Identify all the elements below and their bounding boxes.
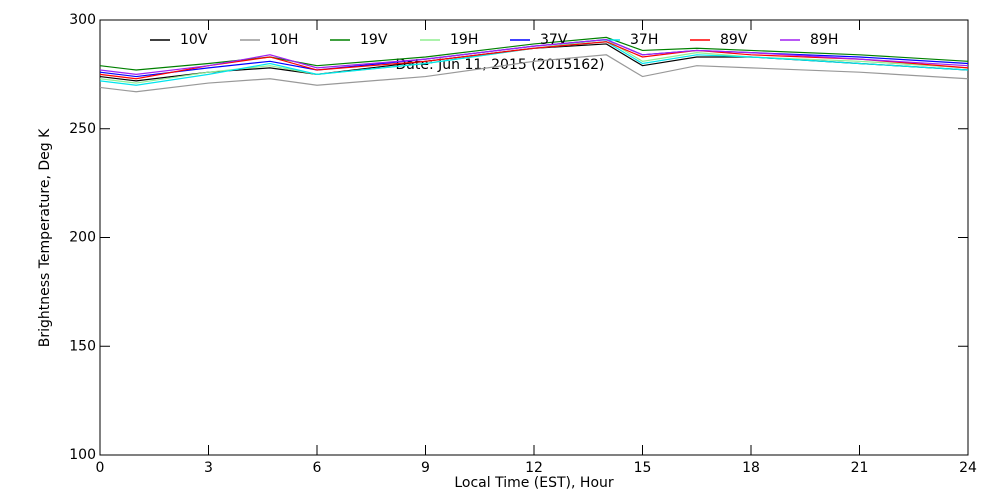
series-line — [99, 54, 969, 93]
y-tick-label: 200 — [69, 230, 96, 246]
y-tick-label: 250 — [69, 121, 96, 137]
x-axis-label: Local Time (EST), Hour — [454, 475, 614, 491]
x-tick-label: 21 — [851, 460, 869, 476]
x-tick-label: 12 — [525, 460, 543, 476]
y-tick-label: 150 — [69, 338, 96, 354]
x-tick-label: 15 — [634, 460, 652, 476]
chart-title: Date: Jun 11, 2015 (2015162) — [395, 57, 604, 73]
legend-label: 37H — [630, 32, 658, 48]
series-line — [99, 38, 969, 75]
legend-label: 10V — [180, 32, 208, 48]
y-tick-label: 100 — [69, 447, 96, 463]
x-tick-label: 0 — [96, 460, 105, 476]
legend-label: 19V — [360, 32, 388, 48]
x-tick-label: 18 — [742, 460, 760, 476]
legend-label: 89H — [810, 32, 838, 48]
y-tick-label: 300 — [69, 12, 96, 28]
legend-label: 19H — [450, 32, 478, 48]
y-axis-label: Brightness Temperature, Deg K — [37, 128, 53, 347]
x-tick-label: 9 — [421, 460, 430, 476]
legend-label: 10H — [270, 32, 298, 48]
x-tick-label: 24 — [959, 460, 977, 476]
x-tick-label: 6 — [313, 460, 322, 476]
x-tick-label: 3 — [204, 460, 213, 476]
legend-label: 89V — [720, 32, 748, 48]
series-line — [99, 36, 969, 71]
